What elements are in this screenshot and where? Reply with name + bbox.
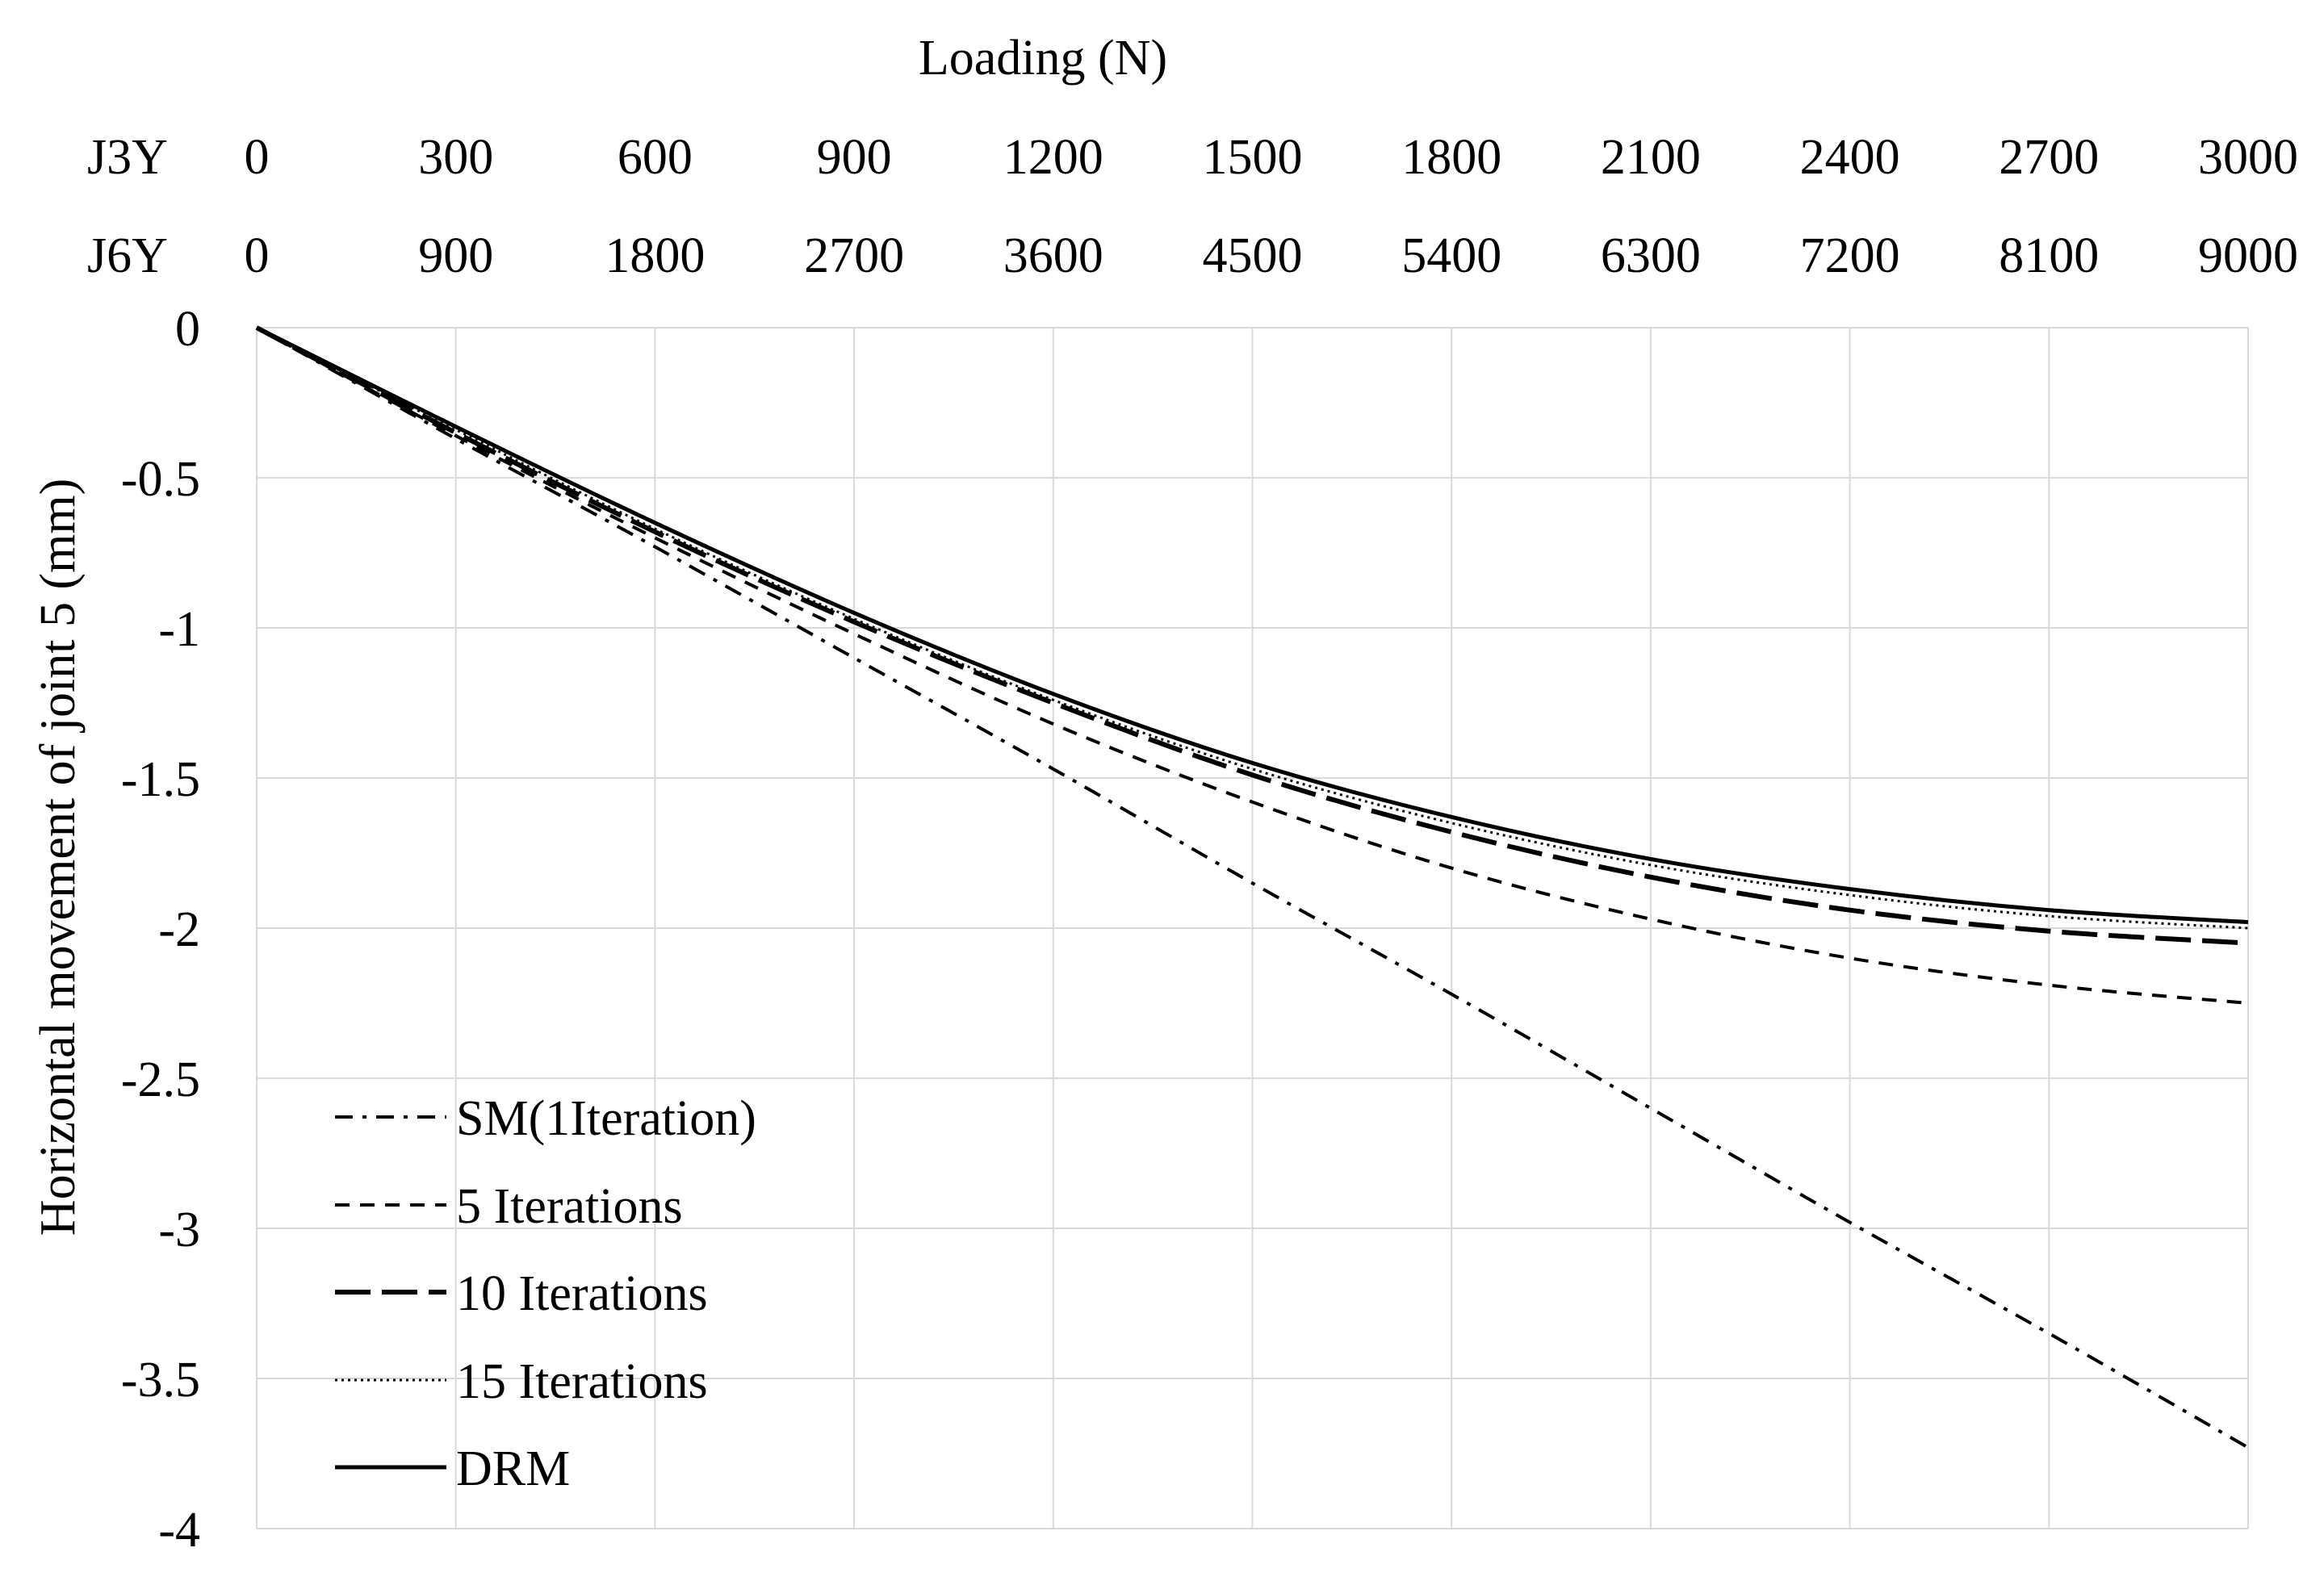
- x-tick-label: 9000: [2198, 228, 2298, 283]
- x-tick-label: 1800: [605, 228, 705, 283]
- x-axis-tick-labels: J3Y 0 300 600 900 1200 1500 1800 2100 2400 2700 300…: [87, 130, 2298, 283]
- x-tick-label: 6300: [1601, 228, 1701, 283]
- series-line-4: [256, 326, 2249, 930]
- x-tick-label: 300: [418, 130, 493, 185]
- y-tick-label: -3: [158, 1203, 200, 1257]
- y-tick-label: -0.5: [121, 452, 200, 507]
- x-tick-label: 0: [245, 130, 270, 185]
- chart-title: Loading (N): [919, 31, 1167, 86]
- y-tick-label: -2.5: [121, 1052, 200, 1107]
- series-lines: [255, 325, 2249, 1449]
- x-tick-label: 3600: [1003, 228, 1103, 283]
- x-tick-label: 5400: [1401, 228, 1501, 283]
- series-line-1: [256, 326, 2249, 1449]
- y-tick-label: -1.5: [121, 752, 200, 807]
- y-tick-label: -2: [158, 902, 200, 957]
- x-tick-label: 1800: [1401, 130, 1501, 185]
- x-tick-label: 2700: [804, 228, 904, 283]
- x-tick-label: 4500: [1203, 228, 1303, 283]
- legend-label: 10 Iterations: [456, 1266, 708, 1321]
- legend-label: SM(1Iteration): [456, 1091, 756, 1146]
- grid-layer: [256, 327, 2249, 1529]
- y-tick-label: -3.5: [121, 1353, 200, 1408]
- y-axis-label: Horizontal movement of joint 5 (mm): [31, 479, 86, 1236]
- y-tick-label: -4: [158, 1503, 200, 1558]
- x-tick-label: 2700: [1999, 130, 2099, 185]
- x-tick-label: 8100: [1999, 228, 2099, 283]
- series-line-3: [255, 325, 2249, 946]
- series-line-5: [255, 325, 2249, 925]
- y-tick-label: 0: [175, 302, 200, 357]
- legend-label: DRM: [456, 1441, 570, 1496]
- y-tick-label: -1: [158, 602, 200, 657]
- x-tick-label: 2100: [1601, 130, 1701, 185]
- x-tick-label: 3000: [2198, 130, 2298, 185]
- x-tick-label: 2400: [1800, 130, 1900, 185]
- x-tick-label: 900: [418, 228, 493, 283]
- legend-label: 5 Iterations: [456, 1179, 683, 1234]
- x-tick-label: 0: [245, 228, 270, 283]
- legend-label: 15 Iterations: [456, 1354, 708, 1409]
- x-axis-name: J6Y: [87, 228, 168, 283]
- x-tick-label: 600: [618, 130, 693, 185]
- x-tick-label: 1200: [1003, 130, 1103, 185]
- x-tick-label: 900: [817, 130, 892, 185]
- y-axis-tick-labels: 0 -0.5 -1 -1.5 -2 -2.5 -3 -3.5 -4: [121, 302, 200, 1558]
- legend: SM(1Iteration) 5 Iterations 10 Iterations 1…: [335, 1091, 756, 1496]
- x-axis-name: J3Y: [87, 130, 168, 185]
- x-tick-label: 1500: [1203, 130, 1303, 185]
- x-tick-label: 7200: [1800, 228, 1900, 283]
